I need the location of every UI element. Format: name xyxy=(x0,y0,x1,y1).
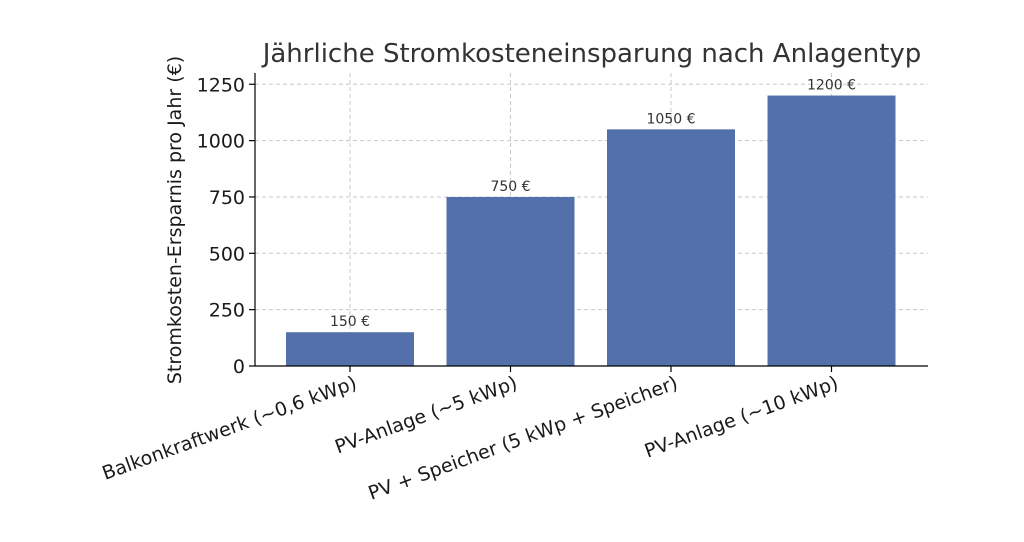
chart-title: Jährliche Stromkosteneinsparung nach Anl… xyxy=(261,39,922,69)
bar-data-label: 1050 € xyxy=(647,111,696,127)
y-tick-label: 1250 xyxy=(197,74,245,96)
y-axis-label: Stromkosten-Ersparnis pro Jahr (€) xyxy=(164,56,186,384)
y-tick-label: 750 xyxy=(209,187,245,209)
bars xyxy=(286,95,896,367)
x-tick-label: Balkonkraftwerk (~0,6 kWp) xyxy=(99,372,359,485)
y-tick-label: 0 xyxy=(233,356,245,378)
y-tick-label: 500 xyxy=(209,243,245,265)
x-tick-label: PV + Speicher (5 kWp + Speicher) xyxy=(365,372,680,505)
bar-data-label: 1200 € xyxy=(807,78,856,94)
bar xyxy=(286,332,414,366)
bar xyxy=(446,196,575,366)
bar xyxy=(607,129,735,366)
bar xyxy=(767,95,896,367)
y-tick-label: 1000 xyxy=(197,131,245,153)
y-tick-label: 250 xyxy=(209,300,245,322)
data-labels: 150 € 750 € 1050 € 1200 € xyxy=(330,78,856,331)
bar-data-label: 150 € xyxy=(330,314,370,330)
bar-data-label: 750 € xyxy=(490,179,530,195)
